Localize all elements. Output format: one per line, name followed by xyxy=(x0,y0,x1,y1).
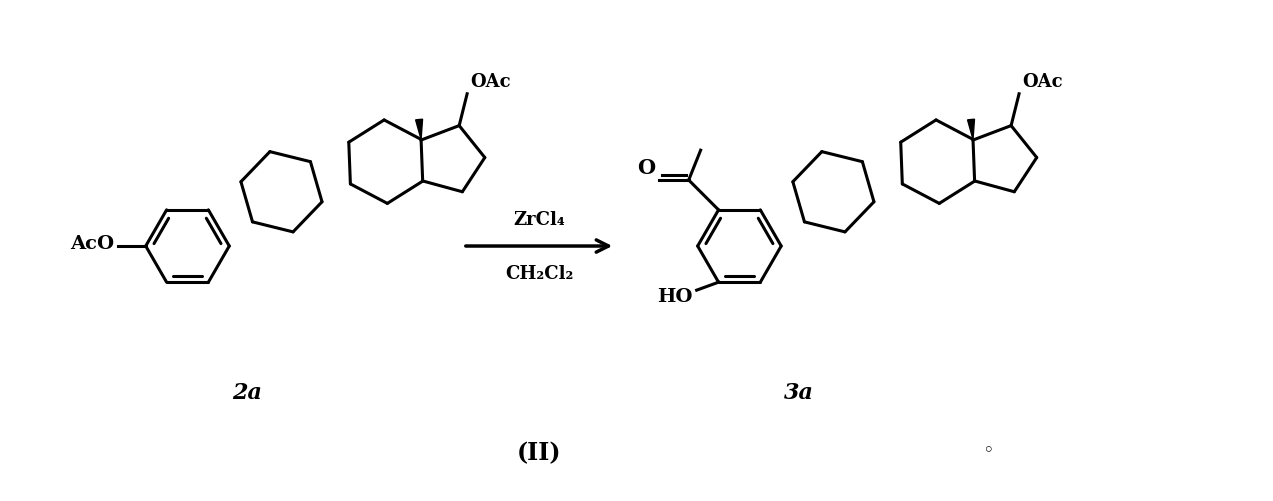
Text: OAc: OAc xyxy=(470,73,510,91)
Polygon shape xyxy=(415,120,423,140)
Text: CH₂Cl₂: CH₂Cl₂ xyxy=(505,265,573,283)
Text: 3a: 3a xyxy=(784,381,813,403)
Text: O: O xyxy=(636,158,654,178)
Polygon shape xyxy=(967,120,974,140)
Text: AcO: AcO xyxy=(70,234,113,253)
Text: HO: HO xyxy=(657,288,693,306)
Text: OAc: OAc xyxy=(1022,73,1063,91)
Text: 2a: 2a xyxy=(232,381,262,403)
Text: ◦: ◦ xyxy=(983,440,994,459)
Text: (II): (II) xyxy=(517,440,561,464)
Text: ZrCl₄: ZrCl₄ xyxy=(513,211,565,228)
